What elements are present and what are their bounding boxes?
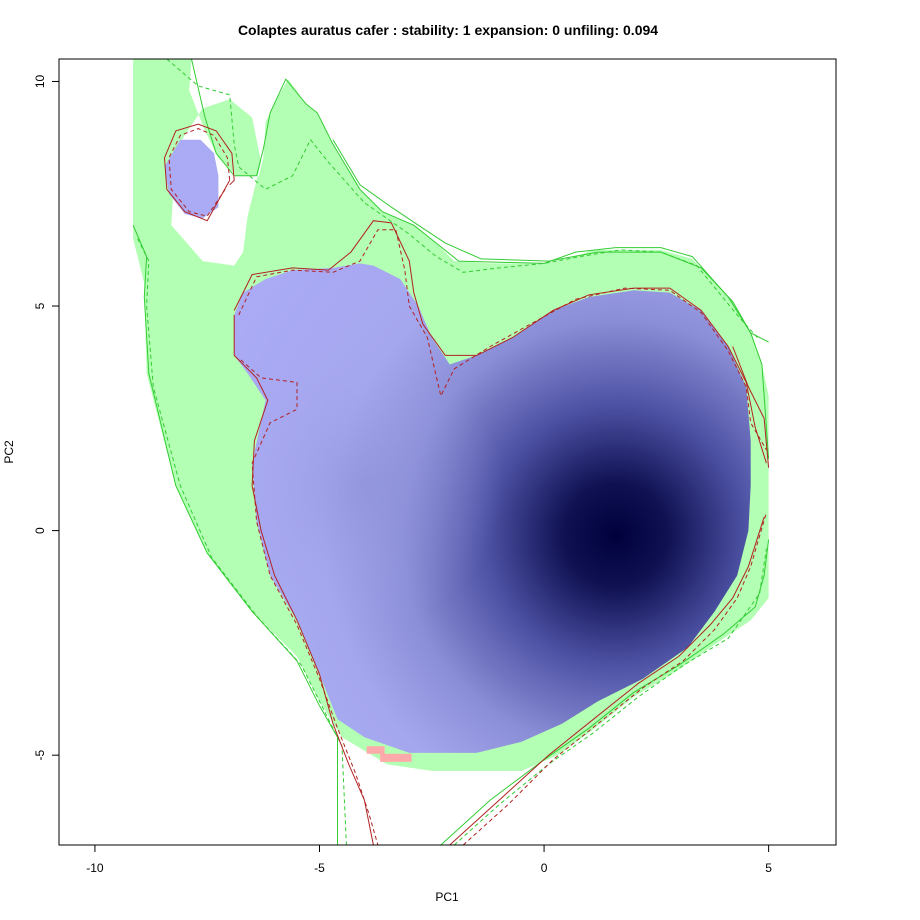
y-tick-label: -5 xyxy=(33,750,47,761)
introduced-contour-dashed-8 xyxy=(168,128,231,217)
y-tick-label: 10 xyxy=(33,74,47,88)
contour-lines-layer xyxy=(132,59,770,845)
x-tick-label: -10 xyxy=(86,861,104,875)
expansion-region xyxy=(366,746,412,762)
y-tick-label: 0 xyxy=(33,527,47,534)
introduced-contour-solid-11 xyxy=(233,315,374,845)
introduced-contour-dashed-14 xyxy=(462,512,767,845)
stability-secondary-density xyxy=(234,263,751,753)
stability-region-island xyxy=(164,139,219,219)
stability-region-layer xyxy=(164,139,751,753)
native-contour-dashed-6 xyxy=(453,548,767,845)
x-axis: -10 -5 0 5 xyxy=(86,844,772,875)
x-tick-label: 0 xyxy=(541,861,548,875)
introduced-contour-solid-15 xyxy=(732,346,770,468)
x-tick-label: -5 xyxy=(314,861,325,875)
plot-area xyxy=(132,59,770,845)
x-tick-label: 5 xyxy=(765,861,772,875)
introduced-contour-solid-13 xyxy=(449,516,765,845)
introduced-contour-dashed-10 xyxy=(238,229,767,451)
native-contour-solid-4 xyxy=(332,139,769,343)
introduced-contour-dashed-12 xyxy=(240,359,379,845)
introduced-contour-solid-9 xyxy=(233,220,767,464)
native-contour-solid-0 xyxy=(132,225,338,845)
expansion-region-layer xyxy=(366,746,412,762)
y-tick-label: 5 xyxy=(33,302,47,309)
introduced-contour-solid-7 xyxy=(163,123,235,222)
native-contour-dashed-1 xyxy=(137,238,347,845)
x-axis-label: PC1 xyxy=(435,890,459,904)
y-axis-label: PC2 xyxy=(2,440,16,464)
native-contour-solid-2 xyxy=(191,59,770,459)
y-axis: -5 0 5 10 xyxy=(33,74,60,761)
chart-title: Colaptes auratus cafer : stability: 1 ex… xyxy=(238,22,658,38)
